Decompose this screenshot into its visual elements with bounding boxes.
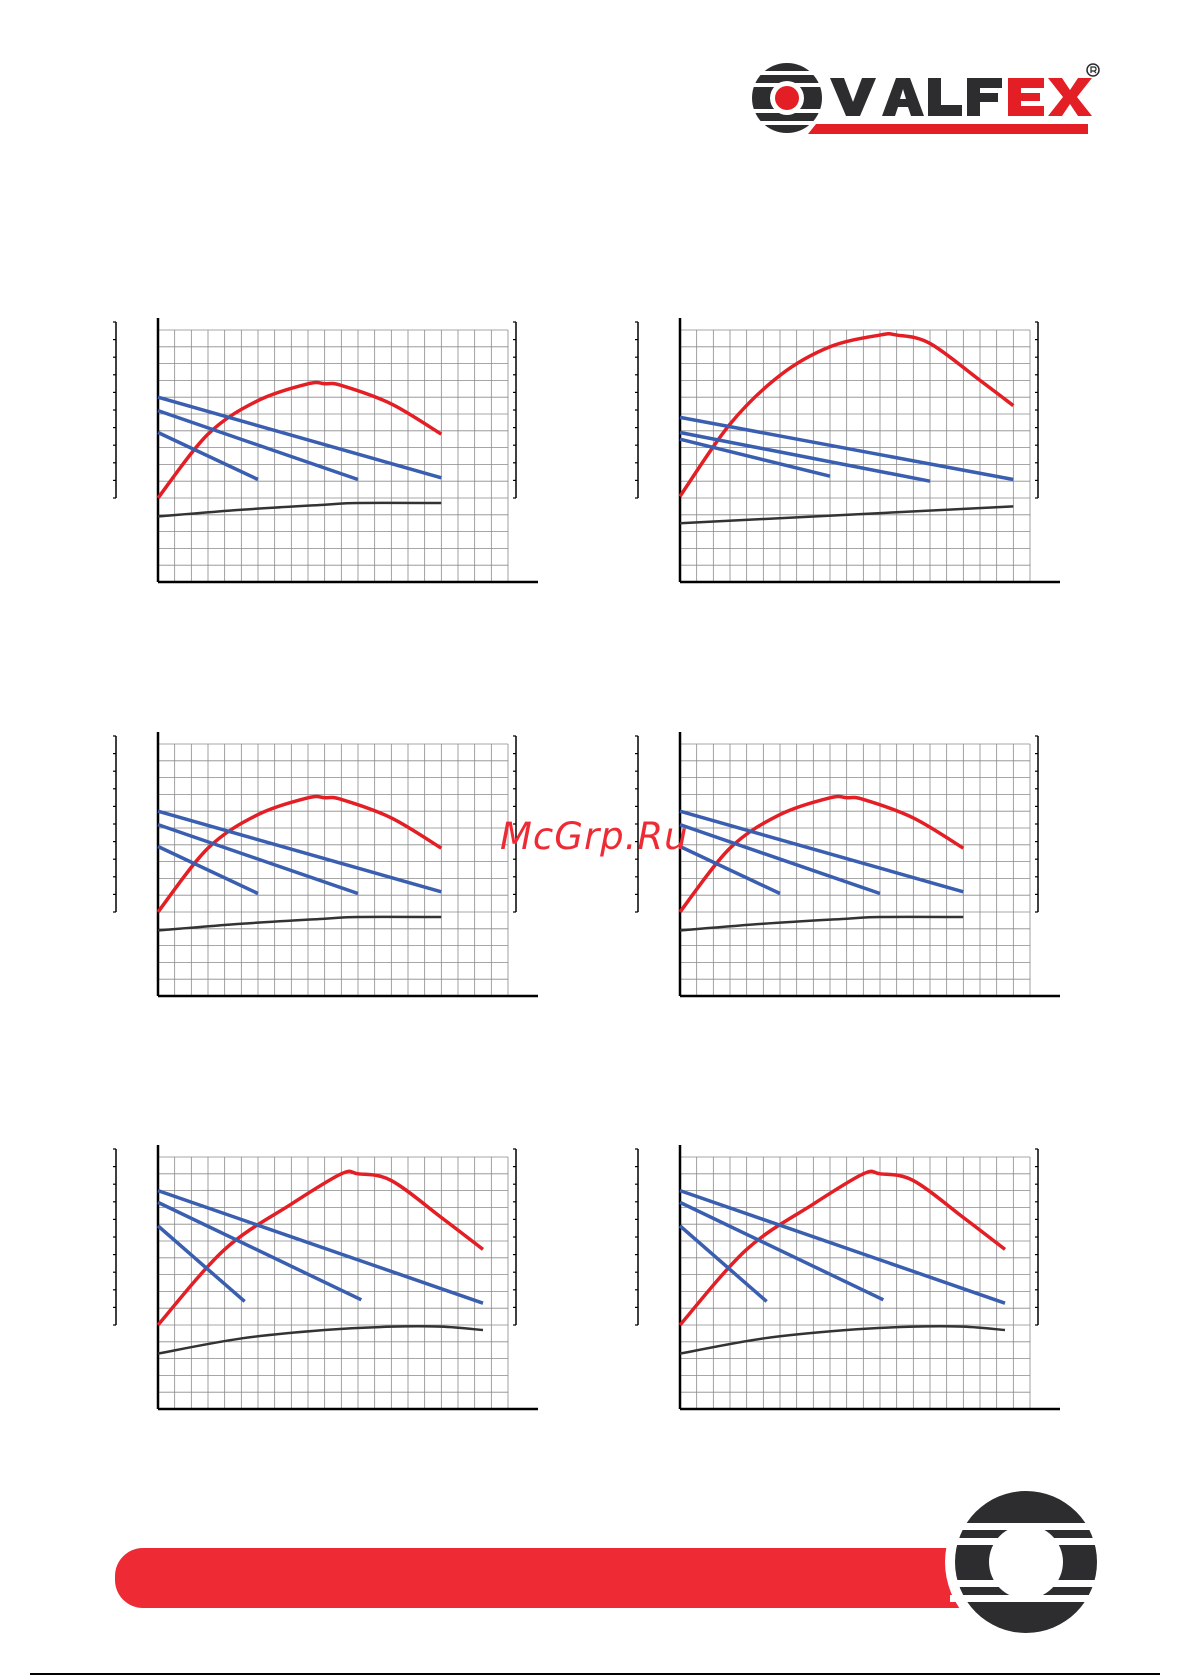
chart-2 [630, 318, 1075, 608]
series-line-blue-3 [157, 1200, 363, 1302]
series-line-blue-4 [156, 1224, 246, 1303]
chart-3-svg [113, 732, 538, 998]
series-line-blue-3 [679, 822, 881, 896]
series-line-black-5 [157, 915, 442, 932]
series-line-red-1 [678, 794, 965, 914]
series-line-black-5 [679, 505, 1014, 525]
series-line-blue-3 [679, 1200, 885, 1302]
series-line-blue-4 [157, 844, 259, 896]
grid [679, 1156, 1031, 1410]
series-line-red-1 [156, 794, 443, 914]
series-line-blue-2 [679, 809, 964, 894]
chart-5-svg [113, 1145, 538, 1411]
series-line-red-1 [156, 380, 443, 500]
series-line-red-1 [678, 1169, 1007, 1327]
bottom-rule [30, 1673, 1160, 1675]
watermark: McGrp.Ru [500, 815, 689, 858]
series-line-red-1 [156, 1169, 485, 1327]
series-line-black-5 [679, 1325, 1006, 1355]
chart-4-svg [635, 732, 1060, 998]
chart-1-svg [113, 318, 538, 584]
chart-2-svg [635, 318, 1060, 584]
grid [679, 329, 1031, 583]
series-line-blue-2 [157, 395, 442, 480]
series-line-blue-2 [157, 809, 442, 894]
footer-band [0, 1481, 1189, 1643]
series-line-black-5 [679, 915, 964, 932]
series-line-blue-4 [679, 844, 781, 896]
chart-5 [108, 1145, 553, 1435]
series-line-blue-3 [679, 430, 931, 483]
series-line-black-5 [157, 1325, 484, 1355]
series-line-blue-2 [157, 1188, 484, 1305]
chart-1 [108, 318, 553, 608]
chart-6 [630, 1145, 1075, 1435]
grid [157, 743, 509, 997]
series-line-blue-4 [679, 437, 831, 478]
chart-4 [630, 732, 1075, 1022]
series-line-blue-4 [678, 1224, 768, 1303]
series-line-blue-3 [157, 408, 359, 482]
footer-graphic [115, 1481, 1110, 1643]
series-line-blue-3 [157, 822, 359, 896]
series-line-blue-2 [679, 415, 1014, 482]
series-line-blue-2 [679, 1188, 1006, 1305]
series-line-blue-4 [157, 430, 259, 482]
series-line-red-1 [678, 332, 1015, 498]
valfex-logo-graphic [750, 63, 1100, 134]
chart-3 [108, 732, 553, 1022]
chart-6-svg [635, 1145, 1060, 1411]
series-line-black-5 [157, 501, 442, 518]
grid [157, 1156, 509, 1410]
valfex-logo [750, 58, 1100, 143]
